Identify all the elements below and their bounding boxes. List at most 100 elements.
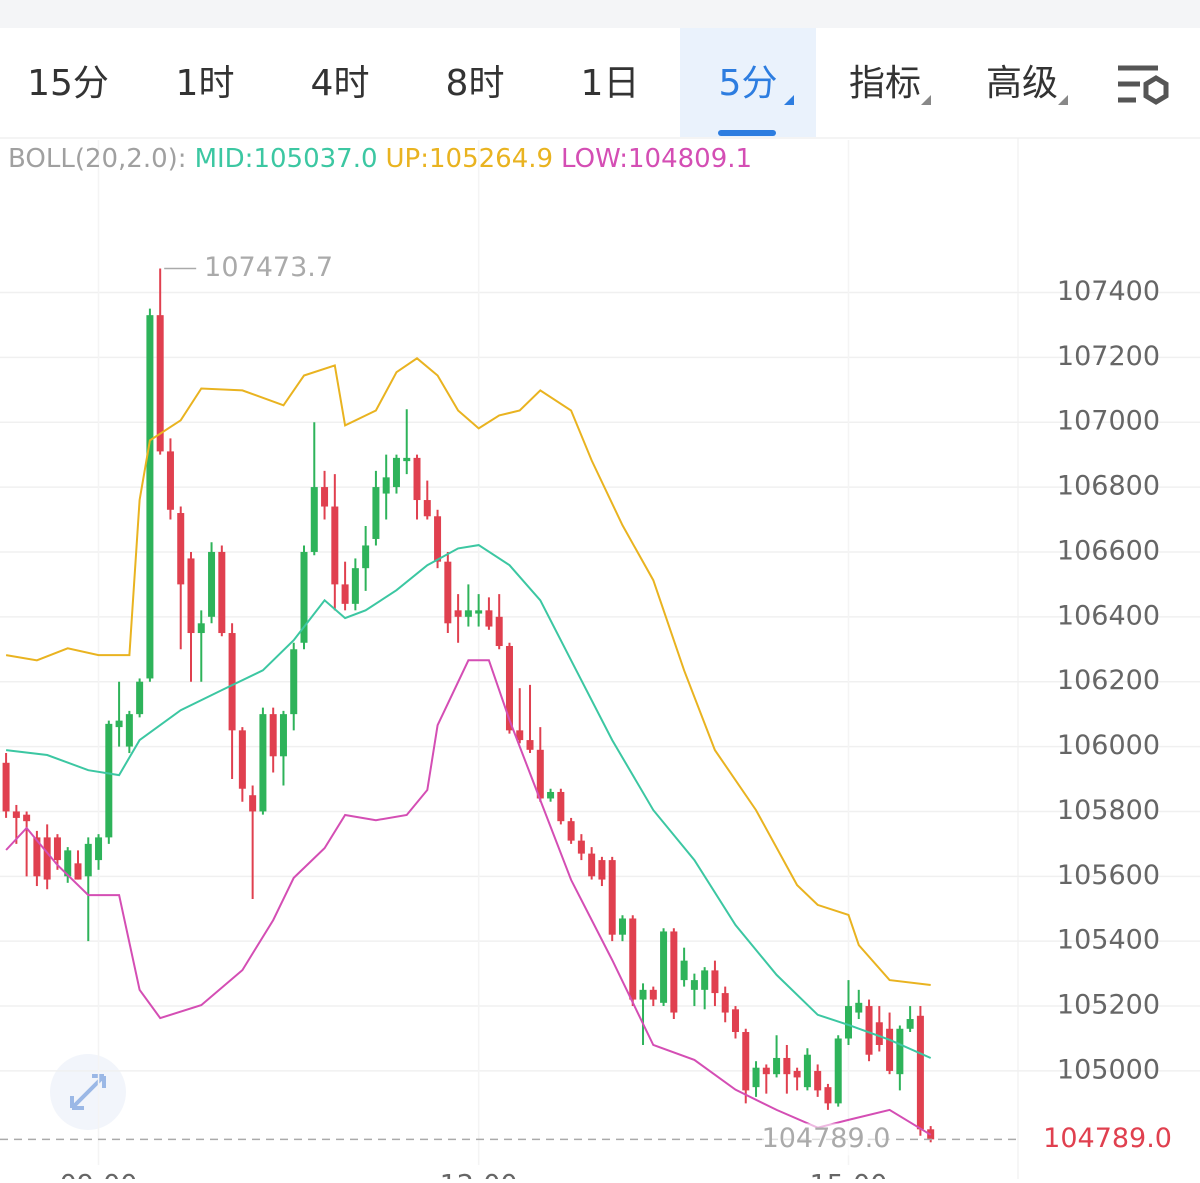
dropdown-caret <box>784 95 794 105</box>
dropdown-caret <box>921 95 931 105</box>
y-tick-label: 105600 <box>1057 860 1160 891</box>
candle-body <box>434 516 442 562</box>
y-tick-label: 106000 <box>1057 730 1160 761</box>
candle-body <box>886 1028 894 1071</box>
candle-body <box>228 633 236 731</box>
candle-body <box>146 315 154 679</box>
candle-body <box>824 1087 832 1104</box>
candle-body <box>649 989 657 1000</box>
tab[interactable]: 5分 <box>719 63 778 104</box>
candle-body <box>783 1057 791 1075</box>
candle-body <box>166 451 174 510</box>
candle-body <box>865 1006 873 1055</box>
max-label: 107473.7 <box>204 252 333 283</box>
y-tick-label: 107400 <box>1057 276 1160 307</box>
candle-body <box>208 551 216 617</box>
candle-body <box>547 791 555 799</box>
candle-body <box>177 513 185 585</box>
candle-body <box>629 918 637 1000</box>
active-tab-underline <box>718 130 776 136</box>
y-tick-label: 105800 <box>1057 795 1160 826</box>
last-price-tag <box>1020 1119 1200 1160</box>
candle-body <box>875 1022 883 1045</box>
candle-body <box>557 791 565 822</box>
candle-body <box>752 1067 760 1088</box>
candle-body <box>392 457 400 488</box>
candle-body <box>12 811 20 818</box>
candle-body <box>53 837 61 861</box>
candle-body <box>916 1015 924 1130</box>
tab[interactable]: 高级 <box>986 63 1058 104</box>
boll-line <box>5 659 932 1136</box>
candle-body <box>495 616 503 647</box>
candle-body <box>567 821 575 841</box>
candle-body <box>608 860 616 935</box>
candle-body <box>588 853 596 877</box>
x-tick-label: 12:00 <box>440 1170 518 1180</box>
candle-body <box>742 1032 750 1091</box>
expand-icon <box>70 1074 106 1110</box>
candle-body <box>896 1028 904 1075</box>
candle-body <box>413 457 421 501</box>
tab[interactable]: 15分 <box>27 63 109 104</box>
candle-body <box>382 477 390 494</box>
y-tick-label: 105400 <box>1057 925 1160 956</box>
y-tick-label: 107200 <box>1057 341 1160 372</box>
candle-body <box>844 1006 852 1039</box>
indicator-legend: BOLL(20,2.0): MID:105037.0 UP:105264.9 LOW:… <box>8 144 752 174</box>
candle-body <box>105 723 113 838</box>
y-tick-label: 105200 <box>1057 990 1160 1021</box>
y-tick-label: 106200 <box>1057 665 1160 696</box>
candle-body <box>403 457 411 462</box>
candle-body <box>618 918 626 935</box>
candle-body <box>516 730 524 741</box>
tab[interactable]: 4时 <box>311 63 370 104</box>
settings-icon[interactable] <box>1118 65 1169 105</box>
candle-body <box>906 1019 914 1029</box>
candle-body <box>372 487 380 539</box>
tab[interactable]: 1时 <box>176 63 235 104</box>
candle-body <box>310 487 318 552</box>
candle-body <box>64 850 72 877</box>
last-price-bg <box>762 1123 890 1156</box>
x-tick-label: 15:00 <box>810 1170 888 1180</box>
tab[interactable]: 指标 <box>849 63 921 104</box>
candle-body <box>331 506 339 585</box>
candle-body <box>475 610 483 614</box>
candle-body <box>300 551 308 643</box>
candle-body <box>577 840 585 854</box>
y-tick-label: 106800 <box>1057 471 1160 502</box>
candle-body <box>290 649 298 715</box>
candle-body <box>680 960 688 981</box>
candle-body <box>639 989 647 1000</box>
candle-body <box>762 1067 770 1075</box>
boll-line <box>5 357 931 986</box>
y-tick-label: 106400 <box>1057 600 1160 631</box>
candle-body <box>362 545 370 569</box>
tab[interactable]: 1日 <box>581 63 640 104</box>
candle-body <box>351 568 359 604</box>
candle-body <box>701 970 709 990</box>
candle-body <box>803 1054 811 1088</box>
candle-body <box>505 646 513 731</box>
candle-body <box>43 837 51 880</box>
y-tick-label: 107000 <box>1057 406 1160 437</box>
last-price-mid-label: 104789.0 <box>762 1123 891 1154</box>
candle-body <box>115 720 123 728</box>
candle-body <box>136 681 144 715</box>
candle-body <box>536 749 544 799</box>
icon-hex <box>1143 75 1169 105</box>
tab[interactable]: 8时 <box>446 63 505 104</box>
candle-body <box>793 1070 801 1078</box>
candle-body <box>249 795 257 812</box>
candle-body <box>218 551 226 634</box>
candle-body <box>197 623 205 634</box>
dropdown-caret <box>1058 95 1068 105</box>
candle-body <box>33 837 41 877</box>
candle-body <box>74 863 82 880</box>
candle-body <box>444 561 452 624</box>
candle-body <box>2 762 10 812</box>
x-tick-label: 09:00 <box>60 1170 138 1180</box>
candle-body <box>814 1070 822 1091</box>
